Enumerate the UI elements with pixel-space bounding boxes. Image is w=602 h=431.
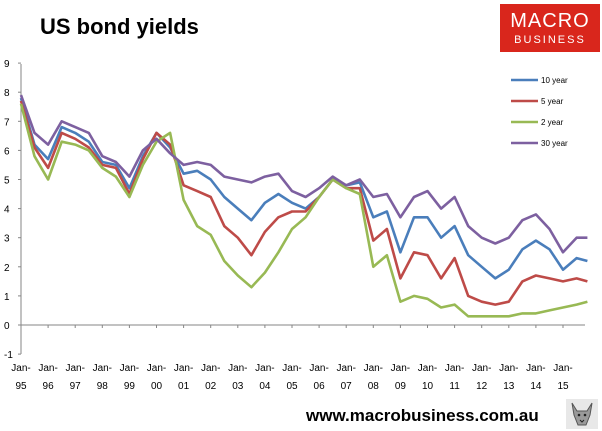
x-tick-labels: Jan- 95 Jan- 96 Jan- 97 Jan- 98 Jan- 99 Jan- 00 Jan-…	[11, 325, 573, 392]
x-tick-prefix: Jan-	[418, 363, 437, 374]
x-tick-prefix: Jan-	[174, 363, 193, 374]
x-tick-prefix: Jan-	[526, 363, 545, 374]
y-tick-label: 4	[4, 205, 10, 216]
x-tick-label: 04	[259, 381, 271, 392]
x-tick-label: 05	[286, 381, 298, 392]
series-line-30-year	[19, 94, 588, 254]
x-tick-label: 00	[151, 381, 163, 392]
x-tick-label: 15	[557, 381, 569, 392]
x-tick-label: 01	[178, 381, 190, 392]
x-tick-label: 03	[232, 381, 244, 392]
y-tick-label: 7	[4, 117, 10, 128]
legend-label: 5 year	[541, 97, 564, 106]
x-tick-prefix: Jan-	[391, 363, 410, 374]
x-tick-label: 06	[314, 381, 326, 392]
wolf-mascot-icon	[566, 399, 598, 429]
series-line-10-year	[19, 97, 588, 280]
x-tick-prefix: Jan-	[147, 363, 166, 374]
y-tick-labels: -1 0 1 2 3 4 5 6 7 8 9	[4, 59, 21, 361]
legend-label: 2 year	[541, 118, 564, 127]
y-tick-label: 5	[4, 176, 10, 187]
x-tick-prefix: Jan-	[65, 363, 84, 374]
x-tick-label: 96	[43, 381, 55, 392]
x-tick-label: 08	[368, 381, 380, 392]
x-tick-prefix: Jan-	[472, 363, 491, 374]
x-tick-label: 97	[70, 381, 82, 392]
x-tick-label: 09	[395, 381, 407, 392]
chart-title: US bond yields	[40, 14, 199, 39]
series-lines	[19, 94, 588, 318]
x-tick-prefix: Jan-	[38, 363, 57, 374]
x-tick-prefix: Jan-	[255, 363, 274, 374]
logo-line-2: BUSINESS	[514, 34, 586, 46]
macrobusiness-logo: MACRO BUSINESS	[500, 4, 600, 52]
x-tick-prefix: Jan-	[499, 363, 518, 374]
x-tick-label: 98	[97, 381, 109, 392]
x-tick-label: 10	[422, 381, 434, 392]
footer-url: www.macrobusiness.com.au	[306, 406, 539, 425]
x-tick-label: 95	[15, 381, 27, 392]
x-tick-label: 12	[476, 381, 488, 392]
y-tick-label: -1	[4, 350, 13, 361]
series-line-5-year	[19, 100, 588, 306]
x-tick-label: 99	[124, 381, 136, 392]
x-tick-label: 14	[530, 381, 542, 392]
x-tick-prefix: Jan-	[553, 363, 572, 374]
legend-label: 10 year	[541, 76, 568, 85]
y-tick-label: 2	[4, 263, 10, 274]
x-tick-prefix: Jan-	[120, 363, 139, 374]
x-tick-label: 02	[205, 381, 217, 392]
y-tick-label: 1	[4, 292, 10, 303]
x-tick-prefix: Jan-	[93, 363, 112, 374]
x-tick-prefix: Jan-	[282, 363, 301, 374]
y-tick-label: 3	[4, 234, 10, 245]
series-line-2-year	[19, 103, 588, 318]
x-tick-prefix: Jan-	[11, 363, 30, 374]
x-tick-label: 13	[503, 381, 515, 392]
y-tick-label: 0	[4, 321, 10, 332]
y-tick-label: 9	[4, 59, 10, 70]
legend-label: 30 year	[541, 139, 568, 148]
x-tick-prefix: Jan-	[364, 363, 383, 374]
x-tick-prefix: Jan-	[309, 363, 328, 374]
x-tick-label: 07	[341, 381, 353, 392]
x-tick-prefix: Jan-	[228, 363, 247, 374]
x-tick-prefix: Jan-	[445, 363, 464, 374]
x-tick-prefix: Jan-	[336, 363, 355, 374]
logo-line-1: MACRO	[510, 10, 590, 32]
y-tick-label: 8	[4, 88, 10, 99]
y-tick-label: 6	[4, 146, 10, 157]
x-tick-prefix: Jan-	[201, 363, 220, 374]
x-tick-label: 11	[449, 381, 460, 392]
legend: 10 year 5 year 2 year 30 year	[511, 76, 568, 148]
